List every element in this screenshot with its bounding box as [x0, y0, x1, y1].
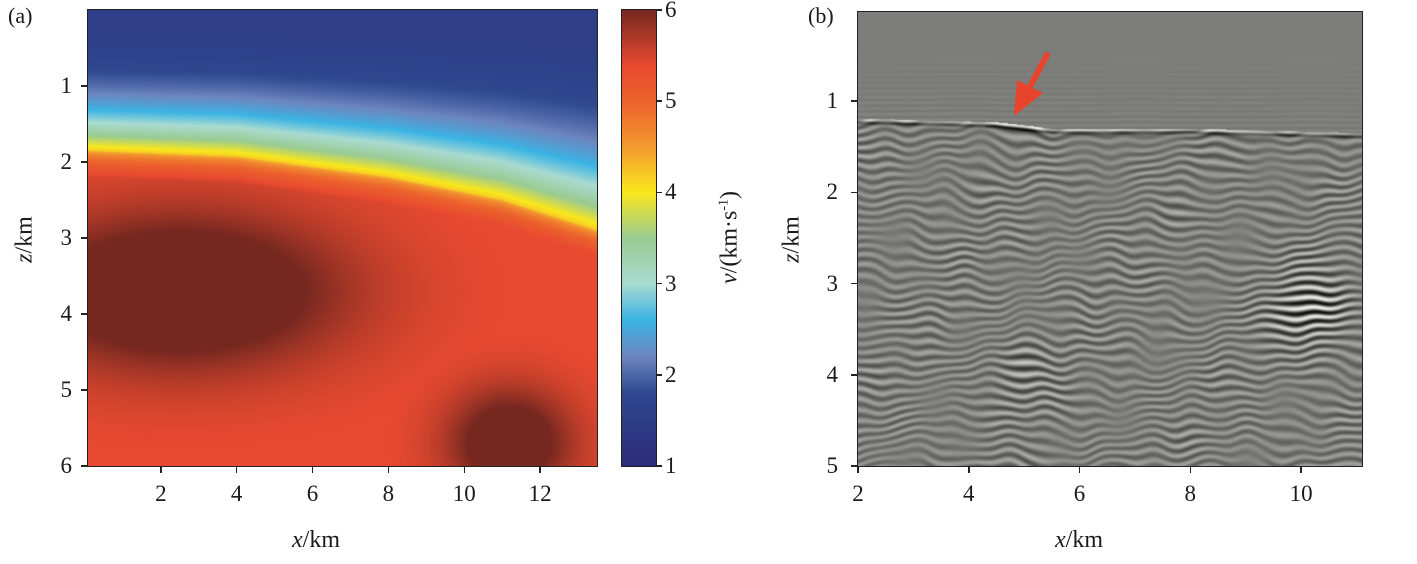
colorbar-tick — [656, 282, 662, 285]
xlabel-unit: /km — [1065, 527, 1103, 553]
y-tick-label: 2 — [60, 149, 73, 174]
colorbar-tick — [656, 465, 662, 467]
x-tick — [857, 467, 859, 473]
x-tick-label: 8 — [1184, 481, 1197, 506]
x-tick — [968, 467, 970, 473]
y-tick — [851, 100, 857, 102]
y-tick — [851, 465, 857, 467]
panel-a-label: (a) — [8, 3, 33, 28]
y-tick-label: 3 — [60, 225, 73, 250]
y-tick — [81, 389, 87, 391]
colorbar-tick-label: 3 — [665, 270, 677, 296]
x-tick — [539, 467, 541, 473]
velocity-model-heatmap — [88, 10, 597, 466]
y-tick-label: 1 — [60, 73, 73, 98]
y-tick-label: 1 — [826, 88, 839, 114]
x-tick-label: 2 — [155, 481, 167, 506]
x-tick-label: 4 — [230, 481, 243, 506]
x-tick — [311, 467, 314, 473]
y-tick — [851, 282, 857, 285]
y-tick — [81, 85, 87, 87]
colorbar-tick-label: 1 — [665, 453, 677, 478]
arrow-shaft — [1024, 52, 1050, 95]
colorbar-tick — [656, 9, 662, 11]
y-tick — [81, 237, 87, 239]
panel-b-label: (b) — [808, 3, 834, 28]
x-tick — [1300, 467, 1302, 473]
x-tick-label: 10 — [452, 481, 476, 506]
y-tick — [851, 191, 857, 194]
xlabel-var: x — [1055, 527, 1066, 553]
y-tick-label: 5 — [826, 453, 839, 478]
ylabel-unit: /km — [778, 216, 805, 254]
colorbar-tick — [656, 374, 662, 376]
panel-b-ylabel: z/km — [779, 205, 806, 275]
x-tick-label: 4 — [963, 481, 975, 506]
ylabel-var: z — [778, 253, 805, 263]
panel-a-xlabel: x/km — [292, 527, 340, 554]
x-tick-label: 8 — [382, 481, 395, 506]
colorbar-tick — [656, 100, 662, 102]
arrow-head — [1014, 80, 1043, 116]
colorbar-tick — [656, 191, 662, 194]
x-tick — [387, 467, 390, 473]
y-tick — [81, 161, 87, 163]
xlabel-var: x — [292, 527, 303, 553]
x-tick-label: 12 — [528, 481, 552, 506]
y-tick-label: 4 — [60, 301, 73, 326]
y-tick-label: 5 — [60, 377, 73, 402]
y-tick-label: 3 — [826, 270, 839, 296]
colorbar-tick-label: 5 — [665, 88, 677, 114]
y-tick-label: 2 — [826, 179, 839, 205]
y-tick — [81, 465, 87, 467]
colorbar-tick-label: 4 — [665, 179, 677, 205]
x-tick — [160, 467, 162, 473]
y-tick-label: 4 — [826, 361, 839, 387]
x-tick-label: 10 — [1289, 481, 1313, 506]
x-tick-label: 6 — [306, 481, 319, 506]
colorbar — [622, 10, 656, 466]
colorbar-tick-label: 2 — [665, 361, 677, 387]
panel-b-xlabel: x/km — [1055, 527, 1103, 554]
xlabel-unit: /km — [302, 527, 340, 553]
seismic-image — [858, 12, 1362, 466]
y-tick — [81, 313, 87, 315]
x-tick — [463, 467, 465, 473]
x-tick — [1189, 467, 1192, 473]
colorbar-tick-label: 6 — [665, 0, 677, 22]
x-tick — [1078, 467, 1081, 473]
x-tick-label: 6 — [1073, 481, 1086, 506]
y-tick — [851, 374, 857, 376]
y-tick-label: 6 — [60, 453, 73, 478]
x-tick — [235, 467, 238, 473]
x-tick-label: 2 — [852, 481, 864, 506]
